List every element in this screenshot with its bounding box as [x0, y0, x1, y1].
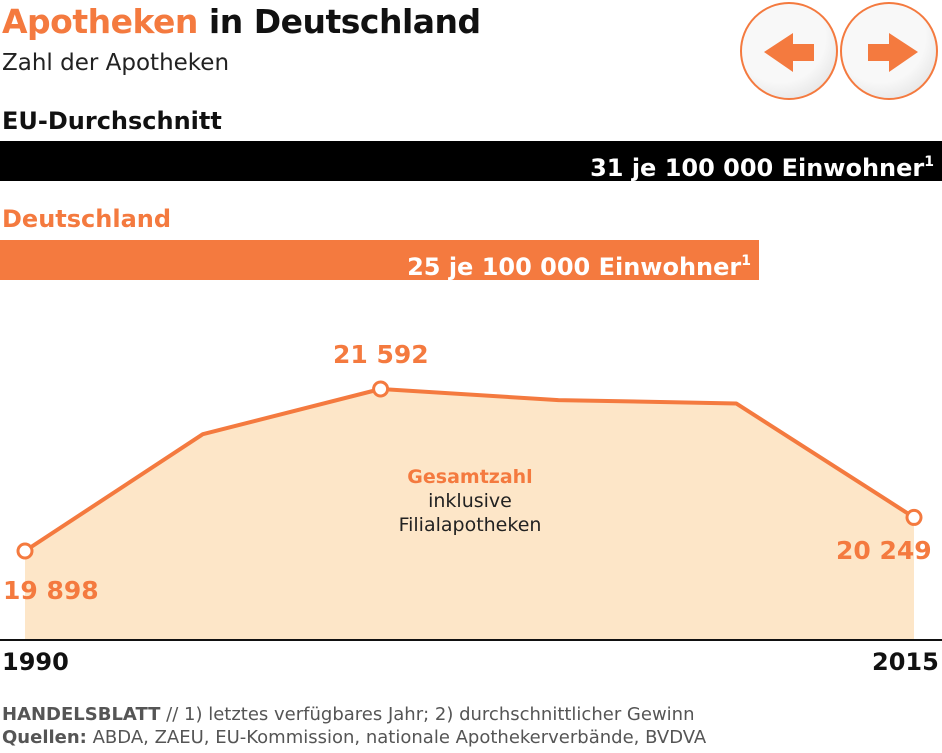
footer-notes: HANDELSBLATT // 1) letztes verfügbares J…	[2, 704, 695, 725]
annotation-line: inklusive	[428, 490, 512, 512]
end-label: 20 249	[836, 536, 932, 565]
arrow-right-icon	[868, 33, 918, 72]
next-button[interactable]	[840, 2, 938, 100]
data-point	[905, 508, 923, 526]
de-bar: 25 je 100 000 Einwohner1	[0, 240, 759, 281]
data-point	[16, 542, 34, 560]
de-bar-text: 25 je 100 000 Einwohner	[407, 253, 742, 281]
eu-label: EU-Durchschnitt	[2, 107, 222, 135]
arrow-left-icon	[764, 33, 814, 72]
eu-bar-text: 31 je 100 000 Einwohner	[590, 154, 925, 182]
x-tick-label: 1990	[2, 648, 69, 676]
data-point	[372, 380, 390, 398]
footer-sources: Quellen: ABDA, ZAEU, EU-Kommission, nati…	[2, 727, 706, 748]
sources: ABDA, ZAEU, EU-Kommission, nationale Apo…	[86, 727, 707, 748]
x-tick-label: 2015	[872, 648, 939, 676]
series-line	[23, 387, 916, 553]
annotation-line: Filialapotheken	[398, 514, 542, 536]
footnote-ref: 1	[924, 154, 934, 170]
eu-bar: 31 je 100 000 Einwohner1	[0, 141, 942, 182]
start-label: 19 898	[3, 576, 99, 605]
footnote-ref: 1	[741, 253, 751, 269]
area-fill	[25, 389, 914, 640]
title-rest: in Deutschland	[197, 2, 481, 41]
annotation-title: Gesamtzahl	[407, 466, 533, 488]
chart-annotation: Gesamtzahl inklusive Filialapotheken	[340, 465, 600, 537]
title-accent: Apotheken	[2, 2, 198, 41]
subtitle: Zahl der Apotheken	[2, 50, 230, 76]
sources-label: Quellen:	[2, 727, 87, 748]
de-label: Deutschland	[2, 205, 172, 233]
peak-label: 21 592	[333, 340, 429, 369]
page-title: Apotheken in Deutschland	[2, 2, 481, 41]
prev-button[interactable]	[740, 2, 838, 100]
brand: HANDELSBLATT	[2, 704, 161, 725]
notes: // 1) letztes verfügbares Jahr; 2) durch…	[160, 704, 695, 725]
